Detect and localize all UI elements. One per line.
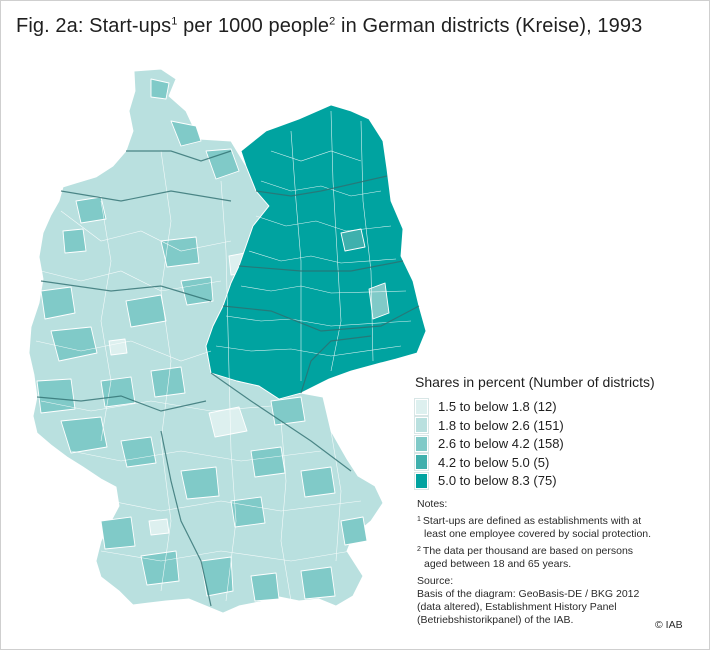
source-line-1: Basis of the diagram: GeoBasis-DE / BKG …	[417, 588, 640, 600]
legend-item: 1.8 to below 2.6 (151)	[414, 416, 705, 434]
east-berlin-district	[340, 228, 366, 252]
west-mid-district	[140, 550, 180, 586]
legend-item: 1.5 to below 1.8 (12)	[414, 397, 705, 416]
source-line-3: (Betriebshistorikpanel) of the IAB.	[417, 614, 574, 626]
west-mid-district	[62, 228, 87, 254]
legend-swatch	[414, 397, 429, 416]
west-mid-district	[75, 196, 107, 224]
figure-notes: Notes: 1 Start-ups are defined as establ…	[417, 498, 702, 627]
west-mid-district	[300, 466, 336, 498]
legend-item-label: 1.8 to below 2.6 (151)	[438, 417, 564, 433]
west-mid-district	[340, 516, 368, 546]
west-mid-district	[150, 366, 186, 398]
legend-item: 5.0 to below 8.3 (75)	[414, 471, 705, 490]
note-2: 2 The data per thousand are based on per…	[417, 545, 702, 558]
west-mid-district	[40, 286, 76, 320]
west-mid-district	[100, 516, 136, 550]
legend-swatch	[414, 434, 429, 453]
legend-item: 2.6 to below 4.2 (158)	[414, 434, 705, 453]
west-mid-district	[300, 566, 336, 600]
west-mid-district	[180, 276, 214, 306]
west-mid-district	[60, 416, 108, 454]
legend-item-label: 4.2 to below 5.0 (5)	[438, 454, 550, 470]
legend-swatch	[414, 471, 429, 490]
west-mid-district	[100, 376, 136, 408]
west-mid-district	[50, 326, 98, 362]
west-mid-district	[180, 466, 220, 500]
west-light-district	[108, 338, 128, 356]
note-2-line-1: The data per thousand are based on perso…	[422, 545, 634, 557]
east-germany-region	[205, 104, 427, 400]
west-mid-district	[36, 378, 76, 414]
notes-heading: Notes:	[417, 498, 448, 510]
copyright-label: © IAB	[655, 619, 683, 631]
legend-swatch	[414, 453, 429, 471]
west-mid-district	[230, 496, 266, 528]
west-light-district	[208, 406, 248, 438]
west-light-district	[148, 518, 170, 536]
west-mid-district	[200, 556, 234, 597]
legend-title: Shares in percent (Number of districts)	[415, 374, 655, 390]
note-2-line-2: aged between 18 and 65 years.	[424, 558, 572, 570]
legend-item-label: 1.5 to below 1.8 (12)	[438, 399, 557, 414]
west-mid-district	[250, 572, 280, 602]
note-1-line-1: Start-ups are defined as establishments …	[422, 515, 642, 527]
note-2-marker: 2	[417, 546, 421, 553]
legend-swatch	[414, 416, 429, 434]
west-mid-district	[250, 446, 286, 478]
west-mid-district	[150, 78, 170, 100]
west-mid-district	[170, 120, 202, 147]
map-legend: Shares in percent (Number of districts) …	[414, 374, 705, 491]
legend-item-label: 2.6 to below 4.2 (158)	[438, 436, 564, 451]
source-heading: Source:	[417, 575, 454, 587]
west-mid-district	[120, 436, 157, 468]
figure-title: Fig. 2a: Start-ups1 per 1000 people2 in …	[16, 15, 643, 37]
note-1-line-2: least one employee covered by social pro…	[424, 528, 652, 540]
source-line-2: (data altered), Establishment History Pa…	[417, 601, 617, 613]
west-mid-district	[160, 236, 200, 268]
legend-item: 4.2 to below 5.0 (5)	[414, 453, 705, 471]
note-1-marker: 1	[417, 516, 421, 523]
legend-item-label: 5.0 to below 8.3 (75)	[438, 473, 557, 488]
west-mid-district	[270, 396, 306, 426]
west-mid-district	[125, 294, 167, 328]
germany-district-map	[28, 68, 427, 614]
note-1: 1 Start-ups are defined as establishment…	[417, 515, 702, 528]
